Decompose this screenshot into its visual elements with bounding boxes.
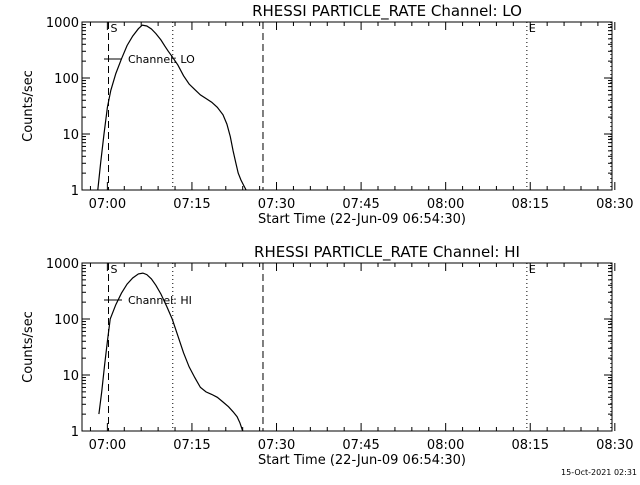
time-marker-label: S (111, 263, 118, 276)
x-tick-label: 07:15 (173, 197, 210, 212)
x-tick-label: 08:30 (596, 438, 633, 453)
x-tick-label: 07:45 (342, 197, 379, 212)
y-axis-label: Counts/sec (21, 311, 36, 383)
plot-frame (81, 21, 613, 191)
x-tick-label: 08:00 (427, 438, 464, 453)
y-tick-label: 1000 (46, 257, 79, 272)
legend-label: Channel: LO (128, 53, 195, 66)
footer-timestamp: 15-Oct-2021 02:31 (561, 468, 637, 477)
data-series-line (98, 272, 244, 432)
x-tick-label: 08:30 (596, 197, 633, 212)
time-marker-label: S (111, 22, 118, 35)
y-tick-label: 1000 (46, 16, 79, 31)
y-tick-label: 100 (54, 72, 79, 87)
y-tick-label: 10 (62, 369, 79, 384)
x-tick-label: 08:00 (427, 197, 464, 212)
legend-label: Channel: HI (128, 294, 192, 307)
time-marker-label: E (529, 263, 536, 276)
y-tick-label: 1 (71, 425, 79, 440)
data-series-line (97, 24, 247, 191)
y-tick-label: 10 (62, 128, 79, 143)
x-tick-label: 07:00 (89, 197, 126, 212)
y-tick-label: 1 (71, 184, 79, 199)
x-tick-label: 07:30 (258, 438, 295, 453)
x-tick-label: 07:45 (342, 438, 379, 453)
x-axis-label: Start Time (22-Jun-09 06:54:30) (258, 453, 466, 468)
x-tick-label: 08:15 (512, 438, 549, 453)
x-tick-label: 07:30 (258, 197, 295, 212)
x-tick-label: 07:15 (173, 438, 210, 453)
chart-title: RHESSI PARTICLE_RATE Channel: LO (252, 2, 522, 21)
chart-title: RHESSI PARTICLE_RATE Channel: HI (254, 243, 520, 262)
y-axis-label: Counts/sec (21, 70, 36, 142)
time-marker-label: E (529, 22, 536, 35)
x-tick-label: 07:00 (89, 438, 126, 453)
plot-frame (81, 262, 613, 432)
y-tick-label: 100 (54, 313, 79, 328)
x-axis-label: Start Time (22-Jun-09 06:54:30) (258, 212, 466, 227)
x-tick-label: 08:15 (512, 197, 549, 212)
